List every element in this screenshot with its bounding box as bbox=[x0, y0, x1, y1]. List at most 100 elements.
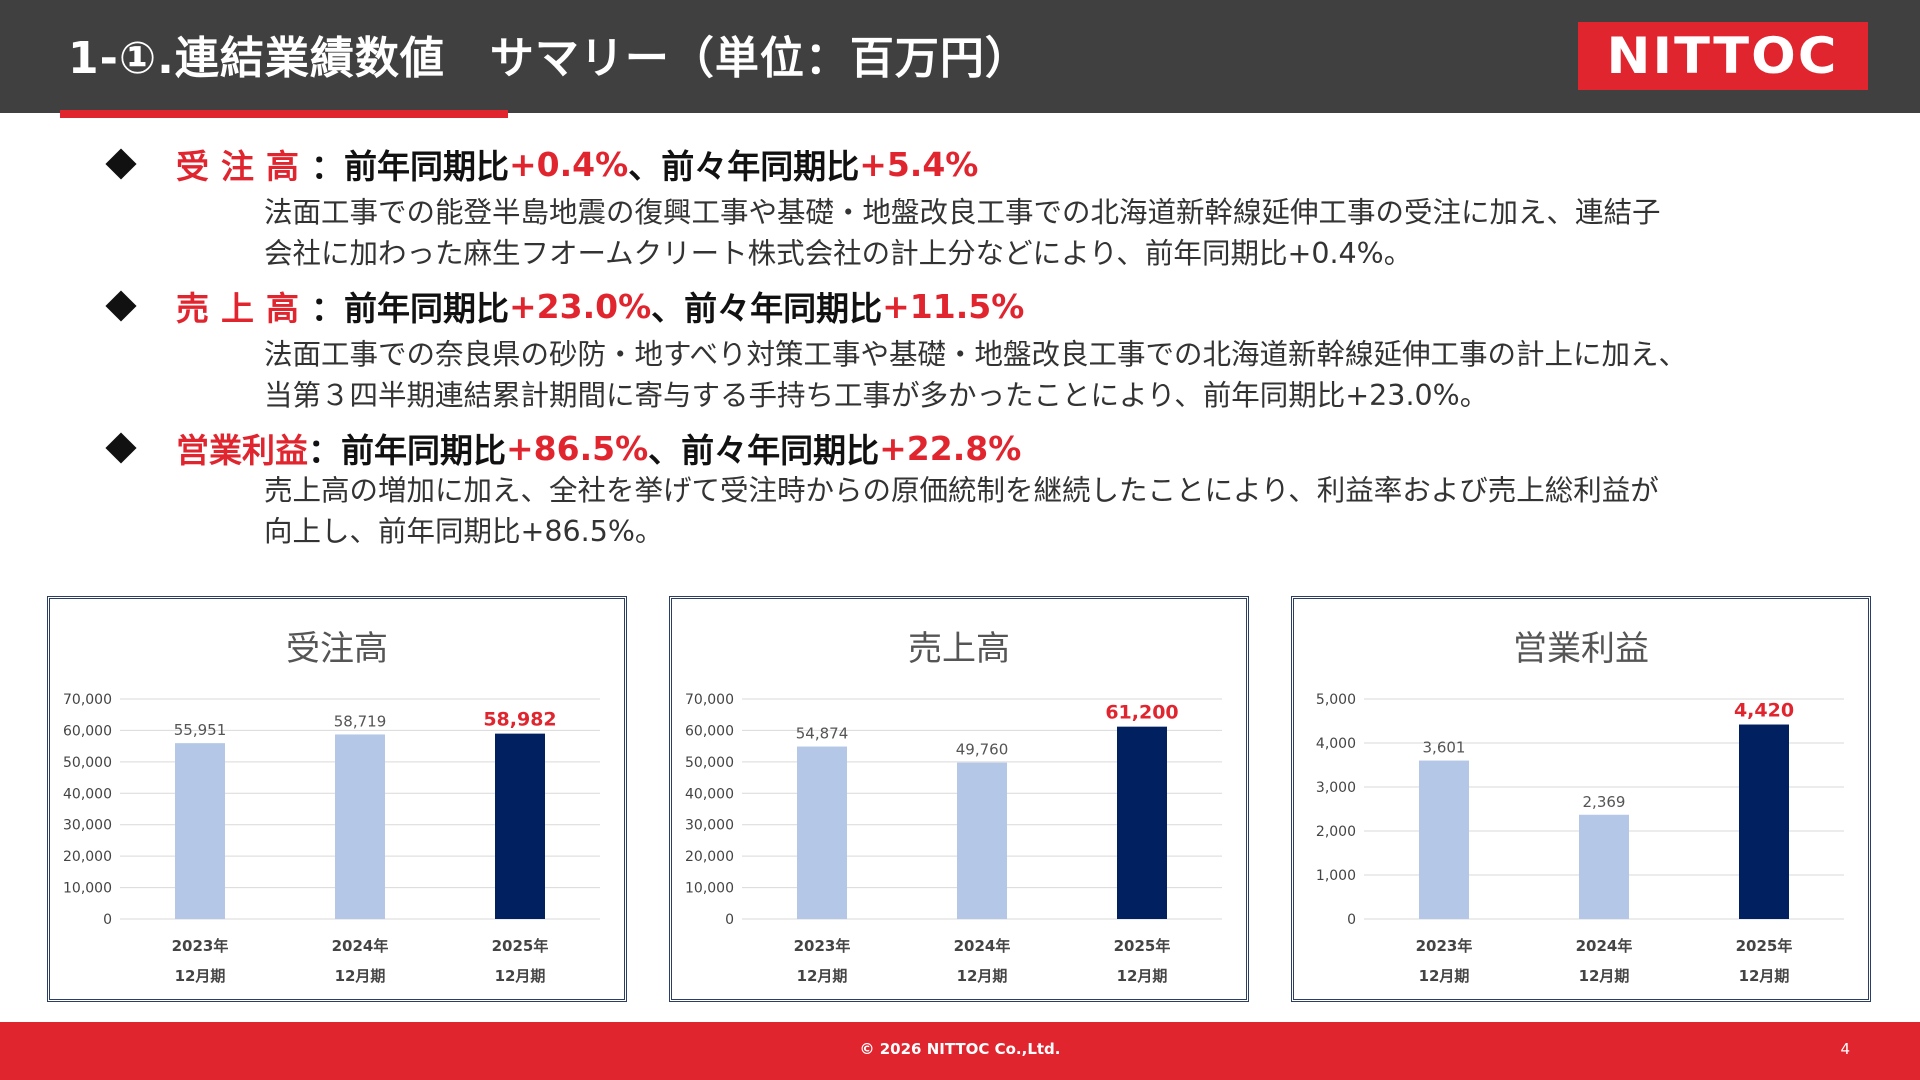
bar bbox=[797, 746, 847, 919]
description-line: 当第３四半期連結累計期間に寄与する手持ち工事が多かったことにより、前年同期比+2… bbox=[264, 379, 1489, 412]
y-tick-label: 70,000 bbox=[63, 692, 112, 708]
y-tick-label: 2,000 bbox=[1316, 824, 1356, 840]
chart-title: 営業利益 bbox=[1513, 629, 1649, 669]
bar bbox=[495, 733, 545, 919]
bullet-prefix-2y: 前々年同期比 bbox=[684, 289, 883, 328]
data-label: 58,982 bbox=[483, 709, 556, 731]
bullet-separator: 、 bbox=[648, 431, 682, 470]
description-line: 向上し、前年同期比+86.5%。 bbox=[264, 515, 664, 548]
data-label: 4,420 bbox=[1734, 700, 1794, 722]
bar bbox=[335, 734, 385, 919]
bullet-value-yoy: +86.5% bbox=[506, 428, 649, 468]
bullet-prefix-yoy: 前年同期比 bbox=[344, 147, 509, 186]
bar bbox=[1739, 724, 1789, 919]
page-title: 1-①.連結業績数値 サマリー（単位：百万円） bbox=[68, 33, 1030, 84]
x-tick-label: 2023年 bbox=[172, 937, 229, 955]
logo-text: NITTOC bbox=[1606, 27, 1840, 85]
bullet-value-yoy: +23.0% bbox=[509, 286, 652, 326]
x-tick-label: 12月期 bbox=[1739, 967, 1790, 985]
chart-orders-plot: 0 10,000 20,000 30,000 40,000 50,000 60,000 70,… bbox=[63, 692, 600, 985]
x-tick-label: 12月期 bbox=[1117, 967, 1168, 985]
chart-sales-plot: 0 10,000 20,000 30,000 40,000 50,000 60,000 70,… bbox=[685, 692, 1222, 985]
bar bbox=[1579, 814, 1629, 919]
bar bbox=[1117, 726, 1167, 919]
bullet-label: 売上高 bbox=[176, 289, 311, 328]
bullet-description: 法面工事での奈良県の砂防・地すべり対策工事や基礎・地盤改良工事での北海道新幹線延… bbox=[264, 334, 1864, 416]
bullet-prefix-yoy: 前年同期比 bbox=[341, 431, 506, 470]
bullet-value-2y: +5.4% bbox=[859, 144, 979, 184]
y-tick-label: 70,000 bbox=[685, 692, 734, 708]
chart-operating-profit: 営業利益 0 1,000 2,000 3,000 4,000 5,000 3,601 2023… bbox=[1291, 596, 1871, 1002]
x-tick-label: 2025年 bbox=[492, 937, 549, 955]
chart-sales: 売上高 0 10,000 20,000 30,000 40,000 50,000 60,00… bbox=[669, 596, 1249, 1002]
bullet-colon: ： bbox=[308, 431, 341, 470]
bullet-label: 受注高 bbox=[176, 147, 311, 186]
description-line: 売上高の増加に加え、全社を挙げて受注時からの原価統制を継続したことにより、利益率… bbox=[264, 474, 1659, 507]
x-tick-label: 12月期 bbox=[175, 967, 226, 985]
y-tick-label: 3,000 bbox=[1316, 780, 1356, 796]
x-tick-label: 2025年 bbox=[1736, 937, 1793, 955]
description-line: 会社に加わった麻生フオームクリート株式会社の計上分などにより、前年同期比+0.4… bbox=[264, 237, 1413, 270]
chart-operating-profit-plot: 0 1,000 2,000 3,000 4,000 5,000 3,601 2023年 12月期… bbox=[1316, 692, 1844, 985]
header-bar: 1-①.連結業績数値 サマリー（単位：百万円） NITTOC bbox=[0, 0, 1920, 113]
bar bbox=[175, 743, 225, 919]
x-tick-label: 12月期 bbox=[1419, 967, 1470, 985]
bar bbox=[957, 762, 1007, 919]
x-tick-label: 2024年 bbox=[954, 937, 1011, 955]
y-tick-label: 50,000 bbox=[63, 755, 112, 771]
footer-bar: © 2026 NITTOC Co.,Ltd. 4 bbox=[0, 1022, 1920, 1080]
x-tick-label: 12月期 bbox=[957, 967, 1008, 985]
bullet-description: 法面工事での能登半島地震の復興工事や基礎・地盤改良工事での北海道新幹線延伸工事の… bbox=[264, 192, 1864, 274]
description-line: 法面工事での能登半島地震の復興工事や基礎・地盤改良工事での北海道新幹線延伸工事の… bbox=[264, 196, 1661, 229]
y-tick-label: 0 bbox=[1347, 912, 1356, 928]
y-tick-label: 60,000 bbox=[685, 723, 734, 739]
y-tick-label: 20,000 bbox=[685, 849, 734, 865]
y-tick-label: 4,000 bbox=[1316, 736, 1356, 752]
x-tick-label: 2023年 bbox=[1416, 937, 1473, 955]
bullet-orders: 受注高 ： 前年同期比 +0.4% 、 前々年同期比 +5.4% bbox=[100, 140, 978, 188]
data-label: 54,874 bbox=[796, 725, 849, 743]
x-tick-label: 2025年 bbox=[1114, 937, 1171, 955]
x-tick-label: 12月期 bbox=[797, 967, 848, 985]
y-tick-label: 0 bbox=[103, 912, 112, 928]
chart-title: 受注高 bbox=[286, 629, 388, 669]
bullet-colon: ： bbox=[311, 147, 344, 186]
bullet-prefix-yoy: 前年同期比 bbox=[344, 289, 509, 328]
y-tick-label: 30,000 bbox=[63, 818, 112, 834]
x-tick-label: 12月期 bbox=[1579, 967, 1630, 985]
bullet-label: 営業利益 bbox=[176, 431, 308, 470]
y-tick-label: 60,000 bbox=[63, 723, 112, 739]
bullet-colon: ： bbox=[311, 289, 344, 328]
x-tick-label: 12月期 bbox=[495, 967, 546, 985]
chart-title: 売上高 bbox=[908, 629, 1010, 669]
bullet-value-2y: +11.5% bbox=[882, 286, 1025, 326]
bullet-description: 売上高の増加に加え、全社を挙げて受注時からの原価統制を継続したことにより、利益率… bbox=[264, 470, 1864, 552]
description-line: 法面工事での奈良県の砂防・地すべり対策工事や基礎・地盤改良工事での北海道新幹線延… bbox=[264, 338, 1688, 371]
copyright-text: © 2026 NITTOC Co.,Ltd. bbox=[859, 1040, 1061, 1058]
data-label: 49,760 bbox=[956, 741, 1009, 759]
chart-orders: 受注高 0 10,000 20,000 30,000 40,000 50,000 60,00… bbox=[47, 596, 627, 1002]
bullet-value-2y: +22.8% bbox=[879, 428, 1022, 468]
y-tick-label: 40,000 bbox=[685, 786, 734, 802]
title-underline bbox=[60, 110, 508, 118]
y-tick-label: 50,000 bbox=[685, 755, 734, 771]
y-tick-label: 10,000 bbox=[63, 881, 112, 897]
y-tick-label: 10,000 bbox=[685, 881, 734, 897]
x-tick-label: 2024年 bbox=[1576, 937, 1633, 955]
bullet-prefix-2y: 前々年同期比 bbox=[681, 431, 880, 470]
bullet-value-yoy: +0.4% bbox=[509, 144, 629, 184]
y-tick-label: 0 bbox=[725, 912, 734, 928]
diamond-bullet-icon bbox=[105, 148, 137, 180]
x-tick-label: 2023年 bbox=[794, 937, 851, 955]
data-label: 2,369 bbox=[1583, 793, 1626, 811]
data-label: 55,951 bbox=[174, 721, 227, 739]
y-tick-label: 5,000 bbox=[1316, 692, 1356, 708]
data-label: 61,200 bbox=[1105, 702, 1178, 724]
y-tick-label: 40,000 bbox=[63, 786, 112, 802]
y-tick-label: 20,000 bbox=[63, 849, 112, 865]
company-logo: NITTOC bbox=[1578, 22, 1868, 90]
y-tick-label: 30,000 bbox=[685, 818, 734, 834]
data-label: 3,601 bbox=[1423, 739, 1466, 757]
bullet-prefix-2y: 前々年同期比 bbox=[661, 147, 860, 186]
bullet-operating-profit: 営業利益 ： 前年同期比 +86.5% 、 前々年同期比 +22.8% bbox=[100, 424, 1021, 472]
